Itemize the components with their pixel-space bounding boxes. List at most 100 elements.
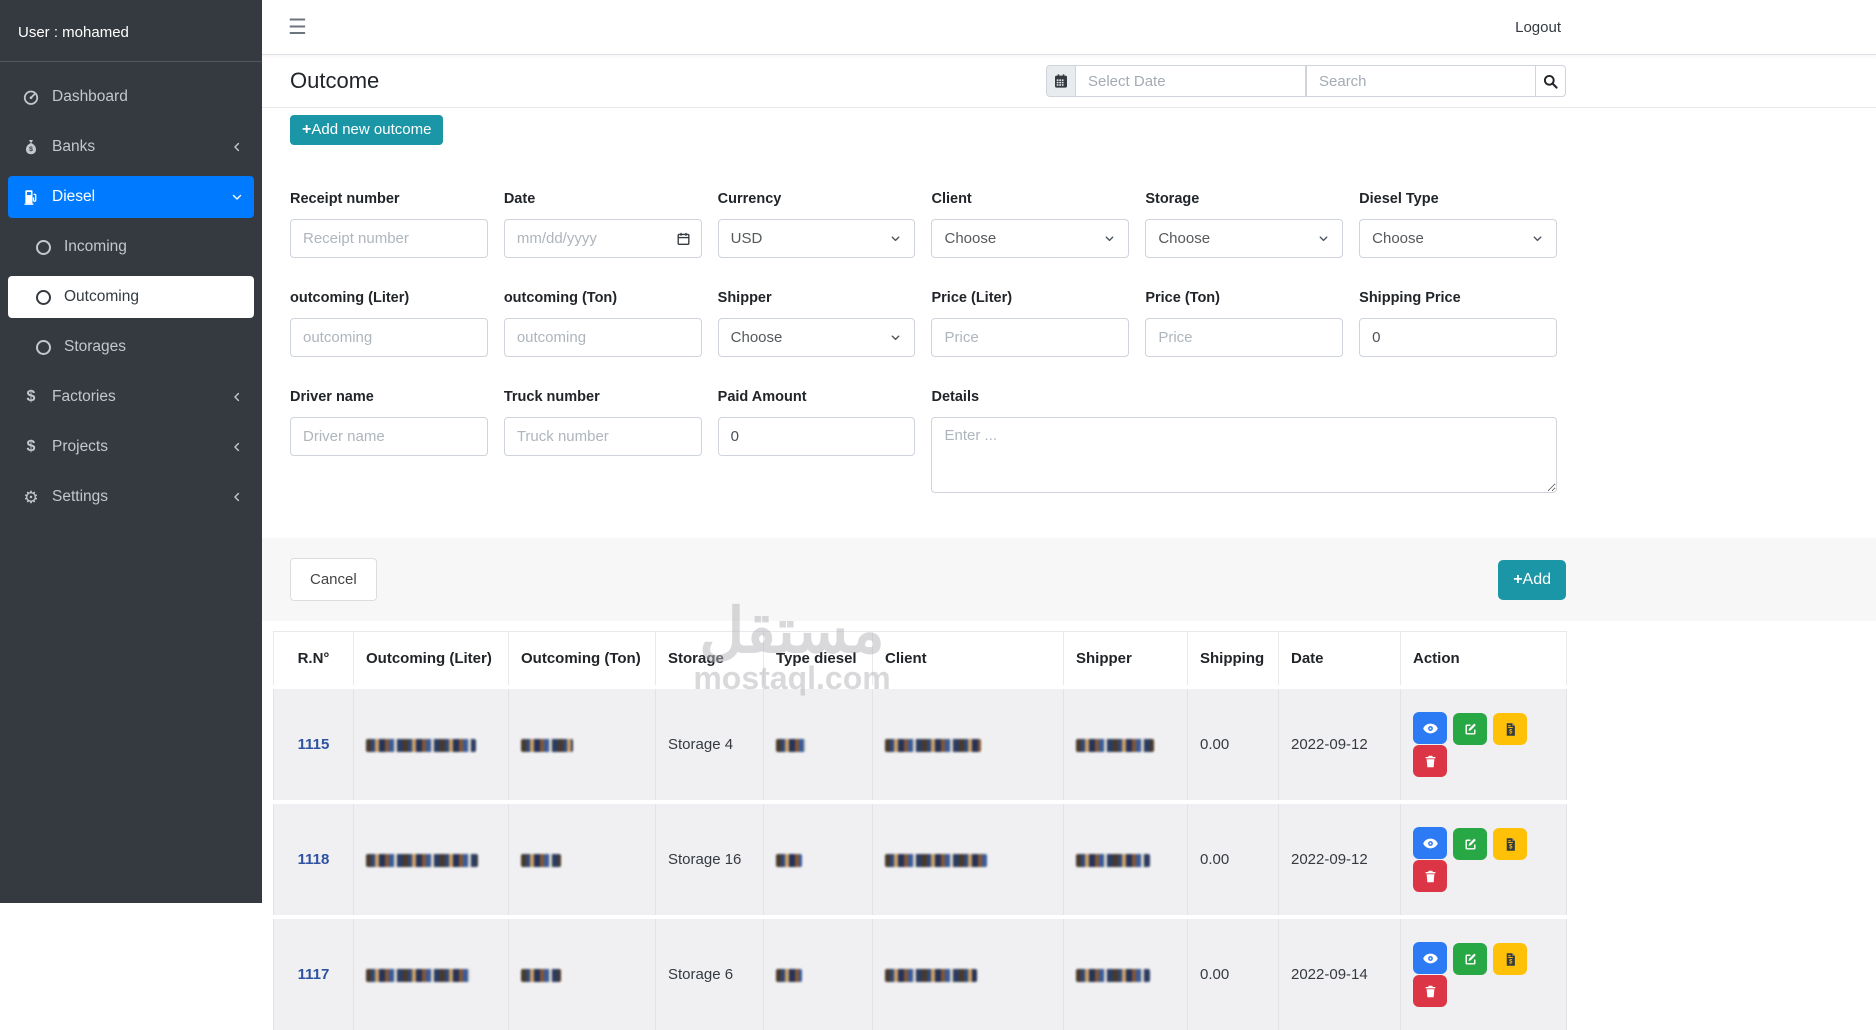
driver-name-input[interactable] [290,417,488,456]
rn-value: 1118 [273,802,354,917]
chevron-down-icon [230,190,244,204]
sidebar-item-outcoming[interactable]: Outcoming [8,276,254,318]
chevron-left-icon [230,390,244,404]
edit-button[interactable] [1453,828,1487,860]
col-client: Client [872,631,1064,688]
outcome-table: R.N° Outcoming (Liter) Outcoming (Ton) S… [273,631,1567,1030]
user-label: User : mohamed [0,0,262,62]
redacted-shipper [1076,968,1150,982]
paid-amount-input[interactable] [717,417,916,456]
calendar-icon[interactable] [1046,65,1076,97]
outcome-form: Receipt number Date Currency USD Client … [262,191,1876,498]
date-value: 2022-09-12 [1278,687,1401,802]
redacted-outcoming-liter [366,853,478,867]
date-input[interactable] [503,219,702,258]
currency-select[interactable]: USD [717,219,916,258]
sidebar-item-label: Banks [52,138,96,155]
sidebar-item-dashboard[interactable]: Dashboard [8,76,254,118]
details-textarea[interactable] [931,417,1557,493]
logout-link[interactable]: Logout [1515,18,1561,36]
view-button[interactable] [1413,827,1447,859]
speedometer-icon [18,88,44,106]
sidebar-item-incoming[interactable]: Incoming [8,226,254,268]
price-ton-input[interactable] [1145,318,1344,357]
redacted-outcoming-ton [521,968,561,982]
chevron-down-icon [1103,232,1116,245]
shipping-value: 0.00 [1187,802,1279,917]
redacted-outcoming-liter [366,738,476,752]
rn-value: 1115 [273,687,354,802]
outcoming-ton-input[interactable] [503,318,702,357]
delete-button[interactable] [1413,860,1447,892]
field-paid-amount: Paid Amount [717,389,916,456]
sidebar-item-label: Projects [52,438,108,455]
sidebar-item-banks[interactable]: Banks [8,126,254,168]
redacted-shipper [1076,853,1150,867]
card-header: Outcome [262,55,1876,108]
header-filter-group [1046,65,1566,97]
col-date: Date [1278,631,1401,688]
chevron-down-icon [1317,232,1330,245]
truck-number-input[interactable] [503,417,702,456]
hamburger-menu-icon[interactable]: ☰ [288,15,307,39]
sidebar-item-label: Storages [64,338,127,355]
add-button[interactable]: +Add [1498,559,1566,600]
sidebar-item-storages[interactable]: Storages [8,326,254,368]
add-new-outcome-button[interactable]: +Add new outcome [290,115,444,145]
delete-button[interactable] [1413,975,1447,1007]
chevron-left-icon [230,140,244,154]
shipping-price-input[interactable] [1359,318,1557,357]
field-date: Date [503,191,702,258]
sidebar-item-diesel[interactable]: Diesel [8,176,254,218]
invoice-button[interactable] [1493,713,1527,745]
redacted-client [885,738,981,752]
invoice-button[interactable] [1493,943,1527,975]
search-input[interactable] [1306,65,1536,97]
top-navbar: ☰ Logout [262,0,1876,55]
field-shipper: Shipper Choose [717,290,916,357]
outcoming-liter-input[interactable] [290,318,488,357]
col-action: Action [1400,631,1567,688]
invoice-button[interactable] [1493,828,1527,860]
circle-icon [30,339,56,355]
circle-icon [30,239,56,255]
view-button[interactable] [1413,942,1447,974]
col-shipping: Shipping [1187,631,1279,688]
field-shipping-price: Shipping Price [1359,290,1557,357]
chevron-down-icon [1531,232,1544,245]
field-details: Details [931,389,1557,498]
col-shipper: Shipper [1063,631,1188,688]
client-select[interactable]: Choose [931,219,1130,258]
search-icon[interactable] [1536,65,1566,97]
date-value: 2022-09-14 [1278,917,1401,1030]
receipt-number-input[interactable] [290,219,488,258]
main-content: ☰ Logout Outcome +Add new outcome Receip… [262,0,1876,1030]
field-price-liter: Price (Liter) [931,290,1130,357]
edit-button[interactable] [1453,713,1487,745]
select-date-input[interactable] [1076,65,1306,97]
edit-button[interactable] [1453,943,1487,975]
view-button[interactable] [1413,712,1447,744]
chevron-left-icon [230,490,244,504]
dollar-icon: $ [26,438,36,455]
delete-button[interactable] [1413,745,1447,777]
sidebar-item-projects[interactable]: $ Projects [8,426,254,468]
field-currency: Currency USD [717,191,916,258]
field-price-ton: Price (Ton) [1145,290,1344,357]
chevron-down-icon [889,232,902,245]
price-liter-input[interactable] [931,318,1130,357]
chevron-down-icon [889,331,902,344]
sidebar-nav: Dashboard Banks Diesel Incoming Outcomin… [0,62,262,518]
redacted-shipper [1076,738,1154,752]
redacted-outcoming-ton [521,738,573,752]
shipping-value: 0.00 [1187,917,1279,1030]
sidebar-item-factories[interactable]: $ Factories [8,376,254,418]
diesel-type-select[interactable]: Choose [1359,219,1557,258]
redacted-type-diesel [776,738,806,752]
storage-select[interactable]: Choose [1145,219,1344,258]
circle-icon [30,289,56,305]
sidebar-item-settings[interactable]: ⚙ Settings [8,476,254,518]
shipper-select[interactable]: Choose [717,318,916,357]
field-outcoming-liter: outcoming (Liter) [290,290,488,357]
cancel-button[interactable]: Cancel [290,558,377,601]
